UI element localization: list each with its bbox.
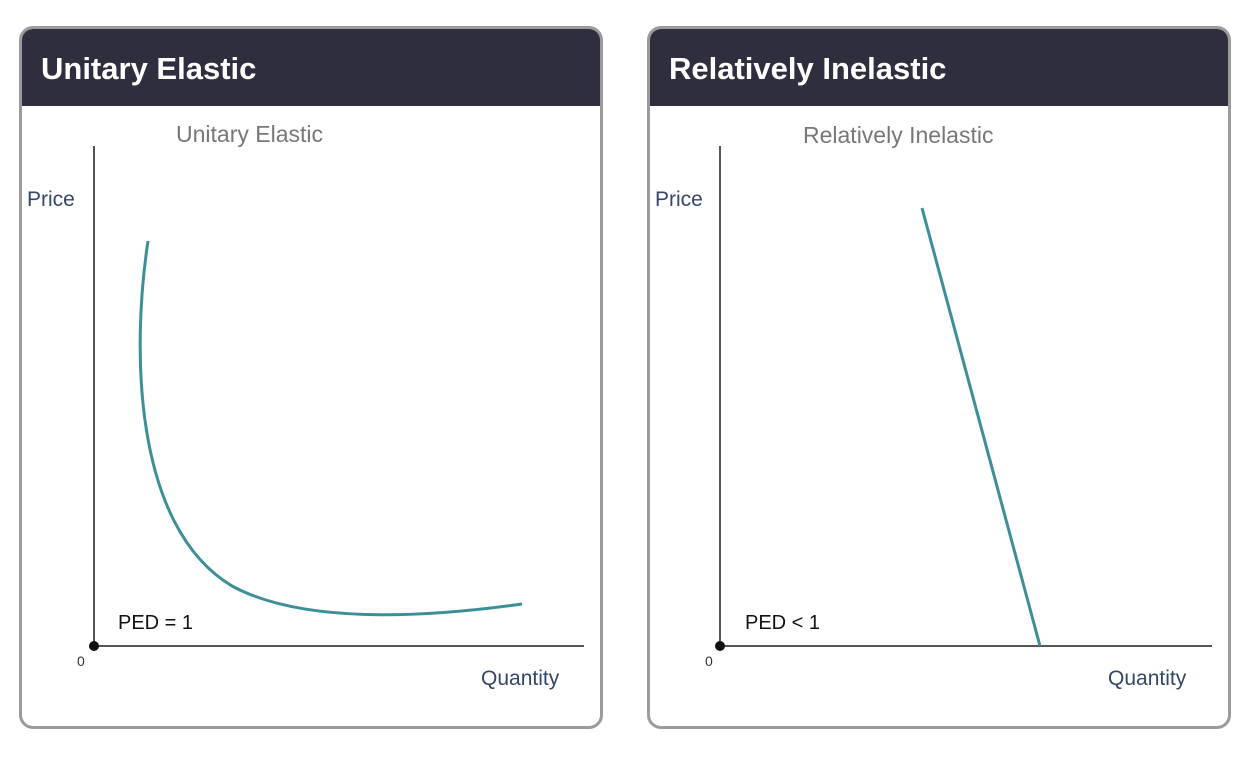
relatively-inelastic-card: Relatively Inelastic Relatively Inelasti… xyxy=(647,26,1231,729)
diagram-area: Relatively Inelastic Price 0 Quantity PE… xyxy=(650,106,1228,726)
ped-label: PED < 1 xyxy=(745,612,820,634)
x-axis-label: Quantity xyxy=(1108,667,1187,690)
unitary-elastic-card: Unitary Elastic Unitary Elastic Price 0 … xyxy=(19,26,603,729)
diagram-area: Unitary Elastic Price 0 Quantity PED = 1 xyxy=(22,106,600,726)
unitary-elastic-diagram: Unitary Elastic Price 0 Quantity PED = 1 xyxy=(27,121,584,690)
demand-curve xyxy=(920,207,1042,647)
origin-label: 0 xyxy=(77,653,85,669)
origin-dot xyxy=(715,641,725,651)
origin-label: 0 xyxy=(705,653,713,669)
card-header-title: Unitary Elastic xyxy=(22,29,600,106)
origin-dot xyxy=(89,641,99,651)
ped-label: PED = 1 xyxy=(118,612,193,634)
diagram-title: Relatively Inelastic xyxy=(803,122,993,148)
x-axis-label: Quantity xyxy=(481,667,560,690)
diagram-title: Unitary Elastic xyxy=(176,121,323,147)
y-axis-label: Price xyxy=(655,188,703,211)
card-header-title: Relatively Inelastic xyxy=(650,29,1228,106)
relatively-inelastic-diagram: Relatively Inelastic Price 0 Quantity PE… xyxy=(655,122,1212,690)
demand-curve xyxy=(138,240,523,617)
y-axis-label: Price xyxy=(27,188,75,211)
